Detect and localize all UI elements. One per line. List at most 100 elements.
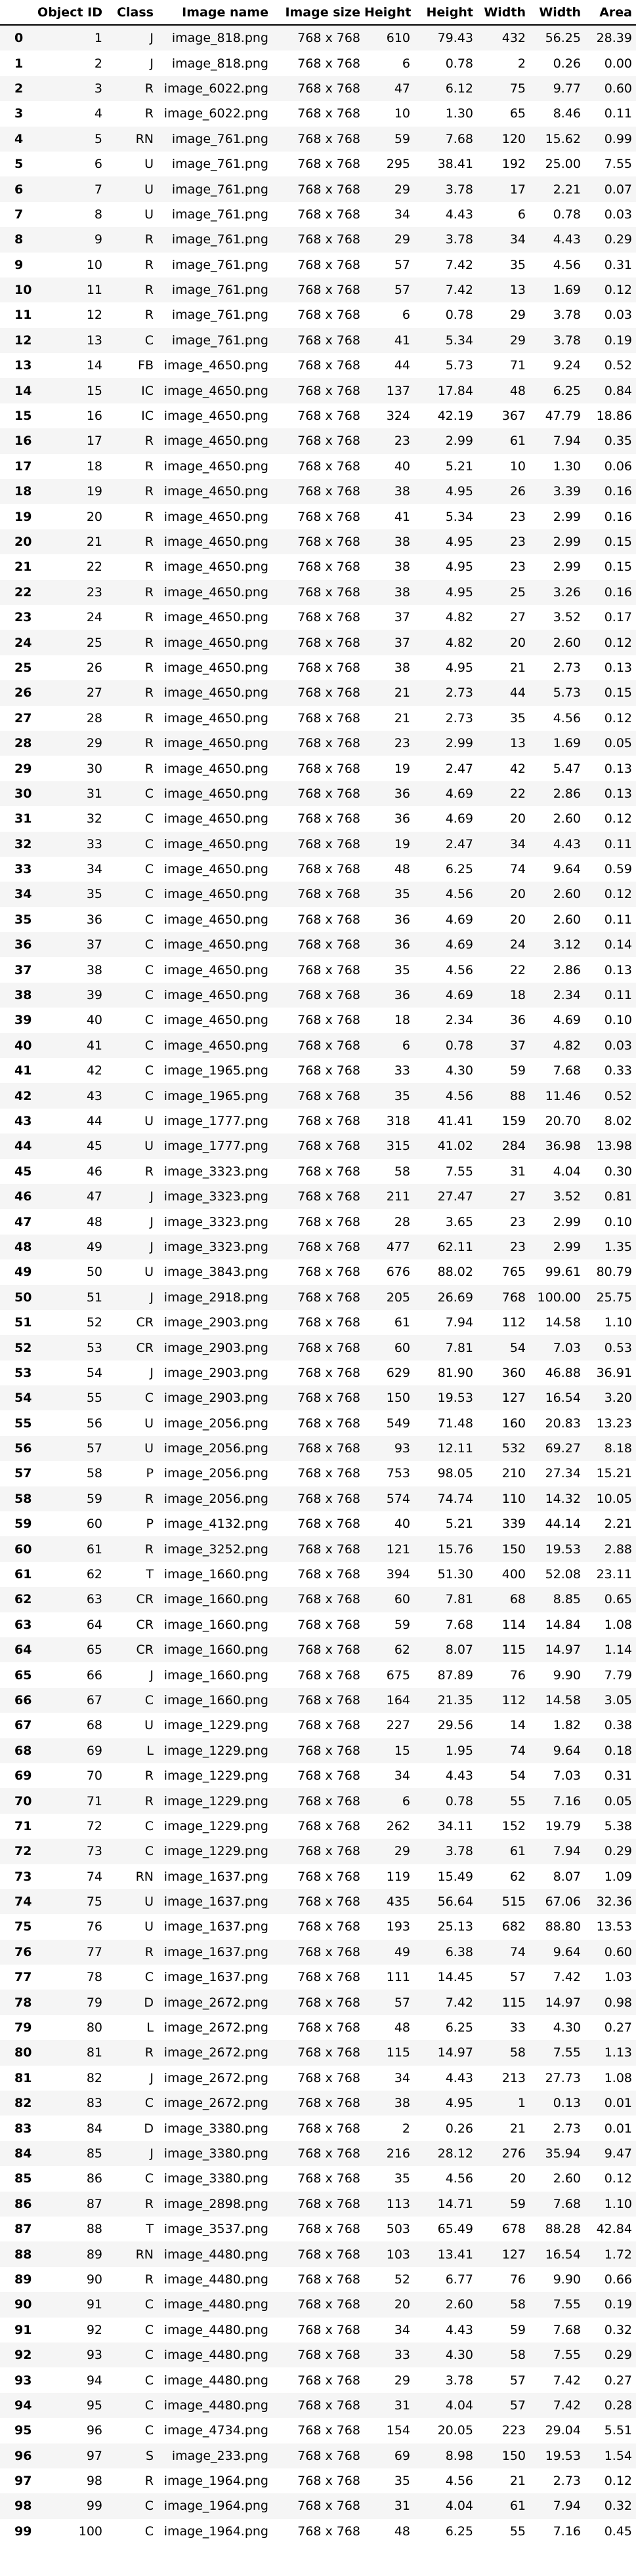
- image-size-cell: 768 x 768: [272, 831, 364, 857]
- object-id-cell: 33: [34, 831, 106, 857]
- image-name-cell: image_1964.png: [158, 2493, 272, 2519]
- width-cell: 26: [477, 479, 530, 504]
- width-cell: 1: [477, 2091, 530, 2116]
- area-cell: 0.15: [585, 680, 636, 706]
- image-name-cell: image_6022.png: [158, 75, 272, 102]
- row-index: 29: [14, 761, 32, 776]
- width-cell: 14: [509, 1718, 526, 1733]
- image-size-cell: 768 x 768: [272, 1435, 364, 1462]
- width-cell: 57: [477, 2392, 530, 2419]
- height-pct-cell: 2.47: [445, 761, 473, 776]
- class-cell: RN: [135, 1869, 154, 1884]
- width-pct-cell: 67.06: [530, 1889, 585, 1915]
- width-cell: 58: [477, 2292, 530, 2318]
- image-name-cell: image_4650.png: [158, 932, 272, 958]
- area-cell: 0.35: [585, 428, 636, 454]
- image-size-cell: 768 x 768: [272, 176, 364, 202]
- height-cell: 6: [402, 308, 410, 323]
- image-size-cell: 768 x 768: [297, 2121, 360, 2136]
- width-pct-cell: 4.43: [530, 831, 585, 857]
- height-cell: 41: [364, 327, 414, 354]
- object-id-cell: 67: [34, 1687, 106, 1713]
- object-id-cell: 73: [34, 1839, 106, 1864]
- object-id-cell: 21: [34, 529, 106, 555]
- height-pct-cell: 4.56: [414, 882, 477, 907]
- image-name-cell: image_2903.png: [163, 1315, 268, 1330]
- object-id-cell: 17: [34, 428, 106, 454]
- width-pct-cell: 2.99: [553, 509, 581, 524]
- object-id-cell: 47: [34, 1183, 106, 1210]
- area-cell: 80.79: [596, 1265, 632, 1280]
- height-pct-cell: 14.45: [437, 1970, 473, 1985]
- image-name-cell: image_761.png: [158, 327, 272, 354]
- area-cell: 0.11: [604, 106, 632, 121]
- image-size-cell: 768 x 768: [297, 2322, 360, 2337]
- area-cell: 13.98: [585, 1134, 636, 1159]
- height-pct-cell: 5.21: [445, 1517, 473, 1532]
- height-cell: 35: [394, 2474, 410, 2489]
- width-cell: 210: [501, 1466, 526, 1481]
- class-cell: C: [144, 2373, 154, 2388]
- class-cell: R: [144, 2474, 154, 2489]
- object-id-cell: 86: [86, 2171, 102, 2186]
- image-name-cell: image_4650.png: [163, 862, 268, 877]
- object-id-cell: 100: [78, 2524, 102, 2539]
- height-pct-cell: 8.98: [414, 2443, 477, 2468]
- width-cell: 61: [477, 1839, 530, 1864]
- height-cell: 31: [364, 2493, 414, 2519]
- image-name-cell: image_4480.png: [158, 2342, 272, 2368]
- image-size-cell: 768 x 768: [297, 1617, 360, 1632]
- height-pct-cell: 4.56: [445, 2171, 473, 2186]
- height-pct-cell: 6.77: [445, 2272, 473, 2287]
- width-pct-cell: 7.03: [553, 1768, 581, 1784]
- width-cell: 76: [509, 2272, 526, 2287]
- image-size-cell: 768 x 768: [272, 1032, 364, 1059]
- row-index: 41: [14, 1063, 32, 1078]
- image-name-cell: image_2672.png: [158, 2040, 272, 2066]
- image-size-cell: 768 x 768: [272, 1284, 364, 1310]
- area-cell: 0.12: [585, 277, 636, 303]
- row-index: 99: [14, 2524, 32, 2539]
- width-cell: 23: [477, 529, 530, 555]
- image-size-cell: 768 x 768: [272, 75, 364, 102]
- image-size-cell: 768 x 768: [272, 378, 364, 403]
- area-cell: 0.12: [604, 2474, 632, 2489]
- area-cell: 0.03: [604, 207, 632, 222]
- row-index: 93: [14, 2373, 32, 2388]
- height-pct-cell: 8.07: [414, 1637, 477, 1663]
- row-index: 70: [0, 1788, 34, 1814]
- row-index: 1: [14, 56, 24, 71]
- height-cell: 18: [394, 1013, 410, 1028]
- width-pct-cell: 2.60: [530, 882, 585, 907]
- width-cell: 21: [509, 2121, 526, 2136]
- width-cell: 35: [509, 257, 526, 272]
- class-cell: J: [150, 1667, 154, 1683]
- object-id-cell: 16: [86, 409, 102, 424]
- area-cell: 0.13: [585, 781, 636, 807]
- image-size-cell: 768 x 768: [297, 660, 360, 675]
- area-cell: 0.30: [604, 1164, 632, 1179]
- width-cell: 33: [509, 2020, 526, 2035]
- height-cell: 48: [394, 2524, 410, 2539]
- height-cell: 58: [394, 1164, 410, 1179]
- width-cell: 768: [477, 1284, 530, 1310]
- height-pct-cell: 4.43: [445, 1768, 473, 1784]
- height-pct-cell: 7.94: [445, 1315, 473, 1330]
- width-cell: 110: [477, 1486, 530, 1512]
- height-cell: 477: [364, 1234, 414, 1260]
- image-name-cell: image_1637.png: [158, 1939, 272, 1965]
- row-index: 74: [0, 1889, 34, 1915]
- height-cell: 48: [394, 862, 410, 877]
- area-cell: 0.45: [604, 2524, 632, 2539]
- object-id-cell: 91: [34, 2292, 106, 2318]
- area-cell: 0.12: [604, 811, 632, 827]
- image-size-cell: 768 x 768: [297, 710, 360, 726]
- class-cell: J: [106, 1284, 158, 1310]
